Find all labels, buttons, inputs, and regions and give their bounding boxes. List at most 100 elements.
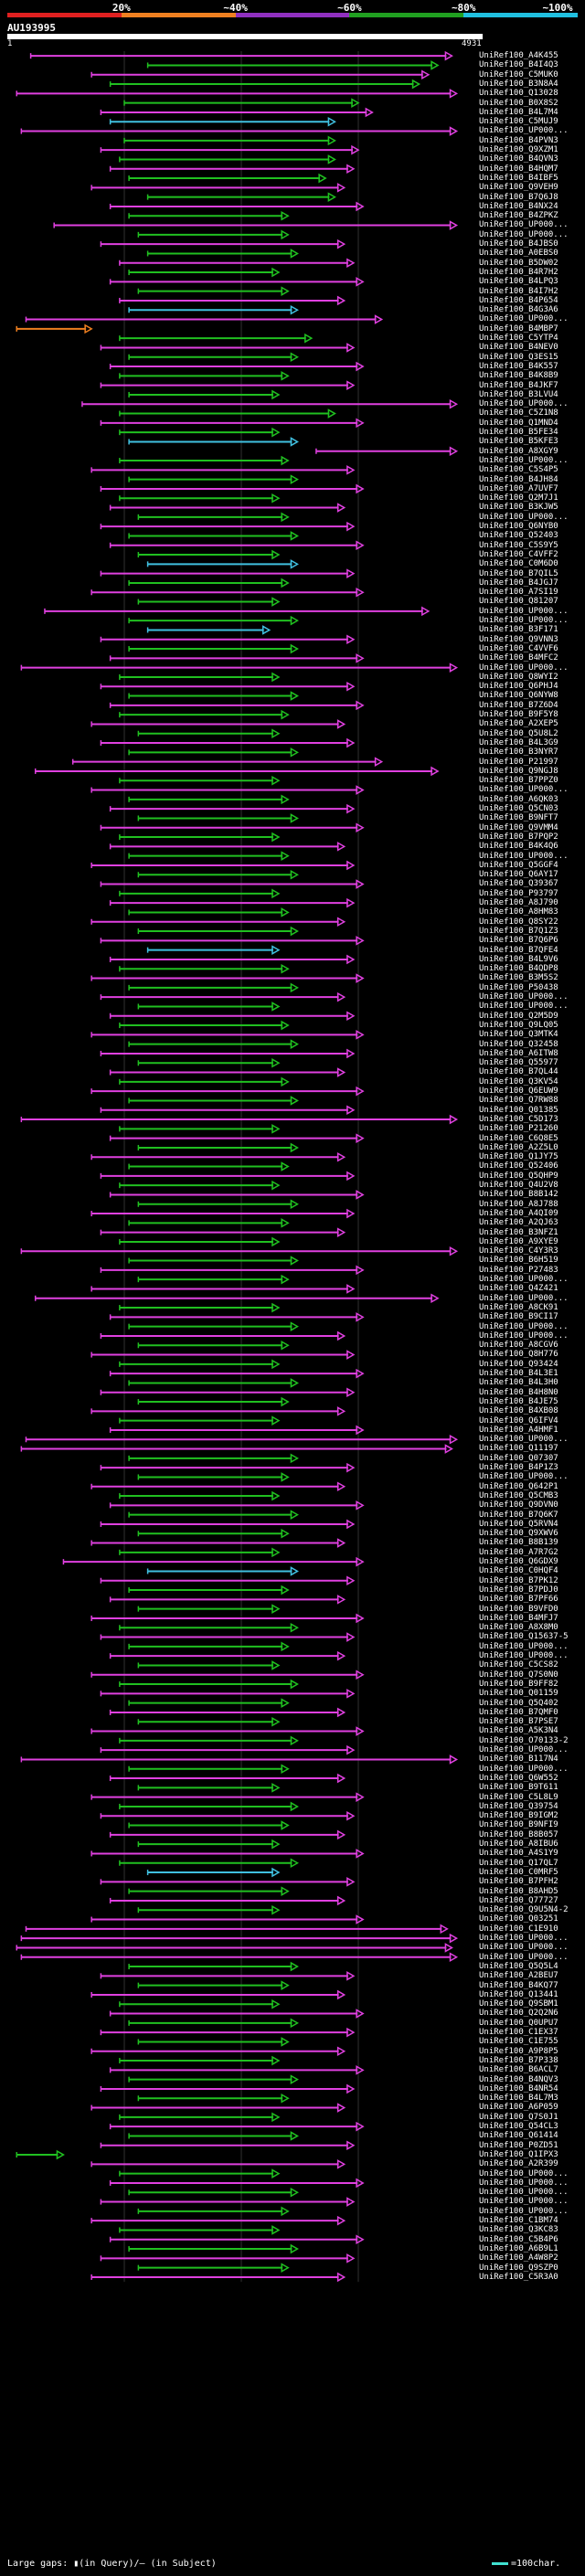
hit-label[interactable]: UniRef100_Q5U8L2 xyxy=(479,728,558,738)
hit-label[interactable]: UniRef100_UP000... xyxy=(479,1943,569,1953)
hit-label[interactable]: UniRef100_C0M6D0 xyxy=(479,559,558,569)
hit-label[interactable]: UniRef100_A7R7G2 xyxy=(479,1547,558,1557)
hit-label[interactable]: UniRef100_C5L8L9 xyxy=(479,1792,558,1802)
hit-label[interactable]: UniRef100_B6H519 xyxy=(479,1256,558,1266)
hit-label[interactable]: UniRef100_P21997 xyxy=(479,757,558,767)
hit-label[interactable]: UniRef100_B8B139 xyxy=(479,1538,558,1548)
hit-label[interactable]: UniRef100_A2R399 xyxy=(479,2159,558,2169)
hit-label[interactable]: UniRef100_UP000... xyxy=(479,2206,569,2216)
hit-label[interactable]: UniRef100_B8B142 xyxy=(479,1190,558,1200)
hit-label[interactable]: UniRef100_Q1IPX3 xyxy=(479,2149,558,2159)
hit-label[interactable]: UniRef100_B7Q1Z3 xyxy=(479,926,558,936)
hit-label[interactable]: UniRef100_B7Q6K7 xyxy=(479,1510,558,1520)
hit-label[interactable]: UniRef100_A4HMF1 xyxy=(479,1425,558,1435)
hit-label[interactable]: UniRef100_B4JKF7 xyxy=(479,380,558,390)
hit-label[interactable]: UniRef100_B4XB08 xyxy=(479,1406,558,1416)
hit-label[interactable]: UniRef100_A8HM83 xyxy=(479,907,558,917)
hit-label[interactable]: UniRef100_Q6EUW9 xyxy=(479,1087,558,1096)
hit-label[interactable]: UniRef100_Q8SY22 xyxy=(479,917,558,927)
hit-label[interactable]: UniRef100_Q8H776 xyxy=(479,1350,558,1360)
hit-label[interactable]: UniRef100_B4MFJ7 xyxy=(479,1613,558,1623)
hit-label[interactable]: UniRef100_C4VVF6 xyxy=(479,643,558,653)
hit-label[interactable]: UniRef100_B7PQP2 xyxy=(479,832,558,842)
hit-label[interactable]: UniRef100_A4QI09 xyxy=(479,1208,558,1218)
hit-label[interactable]: UniRef100_B9CI17 xyxy=(479,1312,558,1322)
hit-label[interactable]: UniRef100_C5B4P6 xyxy=(479,2234,558,2244)
hit-label[interactable]: UniRef100_Q01385 xyxy=(479,1105,558,1115)
hit-label[interactable]: UniRef100_B9VFD0 xyxy=(479,1604,558,1614)
hit-label[interactable]: UniRef100_A9P8P5 xyxy=(479,2046,558,2056)
hit-label[interactable]: UniRef100_B7PDJ0 xyxy=(479,1585,558,1595)
hit-label[interactable]: UniRef100_Q7S0J1 xyxy=(479,2112,558,2122)
hit-label[interactable]: UniRef100_UP000... xyxy=(479,1952,569,1962)
hit-label[interactable]: UniRef100_B4LPQ3 xyxy=(479,277,558,287)
hit-label[interactable]: UniRef100_UP000... xyxy=(479,399,569,409)
hit-label[interactable]: UniRef100_Q9SZP0 xyxy=(479,2263,558,2273)
hit-label[interactable]: UniRef100_B3N8A4 xyxy=(479,79,558,89)
hit-label[interactable]: UniRef100_C5MUJ9 xyxy=(479,117,558,127)
hit-label[interactable]: UniRef100_Q3KV54 xyxy=(479,1076,558,1087)
hit-label[interactable]: UniRef100_B3KJW5 xyxy=(479,503,558,513)
hit-label[interactable]: UniRef100_Q81207 xyxy=(479,597,558,607)
hit-label[interactable]: UniRef100_B4JBS0 xyxy=(479,239,558,249)
hit-label[interactable]: UniRef100_A2XEP5 xyxy=(479,719,558,729)
hit-label[interactable]: UniRef100_UP000... xyxy=(479,1435,569,1445)
hit-label[interactable]: UniRef100_UP000... xyxy=(479,1764,569,1774)
hit-label[interactable]: UniRef100_B4L3G9 xyxy=(479,737,558,747)
hit-label[interactable]: UniRef100_C5Z1N8 xyxy=(479,408,558,419)
hit-label[interactable]: UniRef100_B4JE75 xyxy=(479,1396,558,1406)
hit-label[interactable]: UniRef100_P50438 xyxy=(479,982,558,992)
hit-label[interactable]: UniRef100_B4P654 xyxy=(479,295,558,305)
hit-label[interactable]: UniRef100_B4JGJ7 xyxy=(479,578,558,588)
hit-label[interactable]: UniRef100_A8IBU6 xyxy=(479,1839,558,1849)
hit-label[interactable]: UniRef100_Q4Z421 xyxy=(479,1284,558,1294)
hit-label[interactable]: UniRef100_UP000... xyxy=(479,126,569,136)
hit-label[interactable]: UniRef100_A8CGV6 xyxy=(479,1341,558,1351)
hit-label[interactable]: UniRef100_B3LVU4 xyxy=(479,389,558,399)
hit-label[interactable]: UniRef100_Q9XWV6 xyxy=(479,1529,558,1539)
hit-label[interactable]: UniRef100_A5K3N4 xyxy=(479,1726,558,1736)
hit-label[interactable]: UniRef100_Q1JY75 xyxy=(479,1152,558,1162)
hit-label[interactable]: UniRef100_B5DW02 xyxy=(479,258,558,268)
hit-label[interactable]: UniRef100_B4L3E1 xyxy=(479,1369,558,1378)
hit-label[interactable]: UniRef100_Q6PHJ4 xyxy=(479,682,558,692)
hit-label[interactable]: UniRef100_UP000... xyxy=(479,1651,569,1660)
hit-label[interactable]: UniRef100_UP000... xyxy=(479,229,569,239)
hit-label[interactable]: UniRef100_Q6AY17 xyxy=(479,870,558,880)
hit-label[interactable]: UniRef100_UP000... xyxy=(479,1275,569,1284)
hit-label[interactable]: UniRef100_B8B057 xyxy=(479,1829,558,1839)
hit-label[interactable]: UniRef100_UP000... xyxy=(479,455,569,465)
hit-label[interactable]: UniRef100_A2QJ63 xyxy=(479,1218,558,1228)
hit-label[interactable]: UniRef100_Q55977 xyxy=(479,1058,558,1068)
hit-label[interactable]: UniRef100_B5FE34 xyxy=(479,428,558,437)
hit-label[interactable]: UniRef100_B4ZPKZ xyxy=(479,211,558,221)
hit-label[interactable]: UniRef100_Q5CN03 xyxy=(479,804,558,813)
hit-label[interactable]: UniRef100_A8J790 xyxy=(479,898,558,907)
hit-label[interactable]: UniRef100_B4L7M3 xyxy=(479,2094,558,2104)
hit-label[interactable]: UniRef100_Q5CMB3 xyxy=(479,1490,558,1500)
hit-label[interactable]: UniRef100_A9XYE9 xyxy=(479,1236,558,1246)
hit-label[interactable]: UniRef100_B5KFE3 xyxy=(479,437,558,447)
hit-label[interactable]: UniRef100_UP000... xyxy=(479,314,569,324)
hit-label[interactable]: UniRef100_A4S1Y9 xyxy=(479,1849,558,1859)
hit-label[interactable]: UniRef100_A2Z5L0 xyxy=(479,1142,558,1152)
hit-label[interactable]: UniRef100_Q3KC83 xyxy=(479,2225,558,2235)
hit-label[interactable]: UniRef100_Q52406 xyxy=(479,1161,558,1171)
hit-label[interactable]: UniRef100_Q5RVN4 xyxy=(479,1519,558,1529)
hit-label[interactable]: UniRef100_Q5GGF4 xyxy=(479,860,558,870)
hit-label[interactable]: UniRef100_Q7RW88 xyxy=(479,1096,558,1106)
hit-label[interactable]: UniRef100_B117N4 xyxy=(479,1754,558,1765)
hit-label[interactable]: UniRef100_B7PF66 xyxy=(479,1595,558,1605)
hit-label[interactable]: UniRef100_B4PVN3 xyxy=(479,135,558,145)
hit-label[interactable]: UniRef100_Q39754 xyxy=(479,1801,558,1811)
hit-label[interactable]: UniRef100_UP000... xyxy=(479,1002,569,1012)
hit-label[interactable]: UniRef100_UP000... xyxy=(479,1934,569,1943)
hit-label[interactable]: UniRef100_B8AHD5 xyxy=(479,1886,558,1896)
hit-label[interactable]: UniRef100_Q5QHP9 xyxy=(479,1171,558,1181)
hit-label[interactable]: UniRef100_B4L3H0 xyxy=(479,1378,558,1388)
hit-label[interactable]: UniRef100_UP000... xyxy=(479,1321,569,1331)
hit-label[interactable]: UniRef100_C4Y3R3 xyxy=(479,1246,558,1256)
hit-label[interactable]: UniRef100_UP000... xyxy=(479,2178,569,2188)
hit-label[interactable]: UniRef100_UP000... xyxy=(479,2188,569,2198)
hit-label[interactable]: UniRef100_Q9VEH9 xyxy=(479,183,558,193)
